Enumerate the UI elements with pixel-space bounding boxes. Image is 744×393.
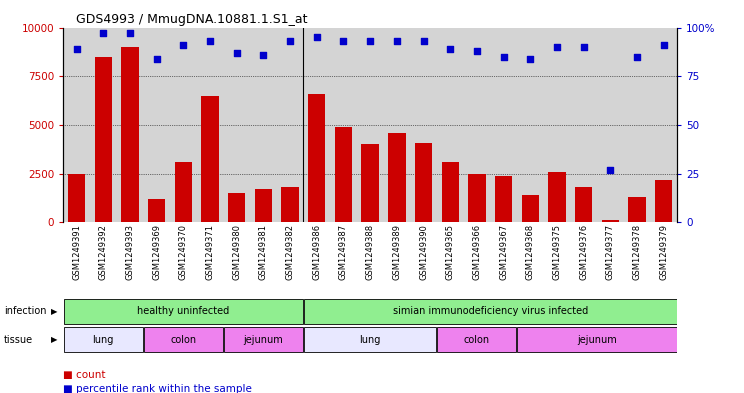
Text: lung: lung	[359, 334, 381, 345]
Bar	[468, 174, 486, 222]
Bar	[254, 189, 272, 222]
Text: ■ percentile rank within the sample: ■ percentile rank within the sample	[63, 384, 252, 393]
Text: lung: lung	[92, 334, 114, 345]
Point	[151, 55, 163, 62]
Bar	[388, 133, 405, 222]
Bar	[362, 145, 379, 222]
Point	[284, 38, 296, 44]
Text: healthy uninfected: healthy uninfected	[137, 306, 229, 316]
Point	[417, 38, 429, 44]
Bar	[64, 327, 143, 352]
Point	[231, 50, 243, 56]
Bar	[228, 193, 246, 222]
Point	[658, 42, 670, 48]
Text: colon: colon	[170, 334, 196, 345]
Point	[257, 51, 269, 58]
Text: tissue: tissue	[4, 334, 33, 345]
Bar	[518, 327, 676, 352]
Bar	[415, 143, 432, 222]
Bar	[144, 327, 223, 352]
Point	[631, 53, 643, 60]
Bar	[441, 162, 459, 222]
Bar	[308, 94, 325, 222]
Bar	[224, 327, 303, 352]
Bar	[202, 96, 219, 222]
Bar	[655, 180, 673, 222]
Point	[71, 46, 83, 52]
Point	[338, 38, 350, 44]
Bar	[121, 47, 138, 222]
Bar	[304, 299, 676, 324]
Text: simian immunodeficiency virus infected: simian immunodeficiency virus infected	[393, 306, 588, 316]
Bar	[304, 327, 436, 352]
Text: ■ count: ■ count	[63, 370, 106, 380]
Text: colon: colon	[464, 334, 490, 345]
Bar	[495, 176, 513, 222]
Bar	[64, 299, 303, 324]
Point	[177, 42, 189, 48]
Bar	[629, 197, 646, 222]
Point	[525, 55, 536, 62]
Point	[391, 38, 403, 44]
Point	[498, 53, 510, 60]
Point	[365, 38, 376, 44]
Text: jejunum: jejunum	[577, 334, 617, 345]
Bar	[281, 187, 299, 222]
Text: infection: infection	[4, 306, 46, 316]
Text: ▶: ▶	[51, 307, 57, 316]
Point	[444, 46, 456, 52]
Point	[124, 30, 136, 37]
Bar	[522, 195, 539, 222]
Bar	[335, 127, 352, 222]
Point	[551, 44, 563, 50]
Bar	[175, 162, 192, 222]
Point	[604, 167, 616, 173]
Point	[311, 34, 323, 40]
Text: ▶: ▶	[51, 335, 57, 344]
Bar	[94, 57, 112, 222]
Text: GDS4993 / MmugDNA.10881.1.S1_at: GDS4993 / MmugDNA.10881.1.S1_at	[76, 13, 307, 26]
Text: jejunum: jejunum	[243, 334, 283, 345]
Point	[97, 30, 109, 37]
Bar	[575, 187, 592, 222]
Bar	[68, 174, 86, 222]
Bar	[437, 327, 516, 352]
Bar	[548, 172, 565, 222]
Point	[577, 44, 589, 50]
Point	[204, 38, 216, 44]
Bar	[148, 199, 165, 222]
Bar	[602, 220, 619, 222]
Point	[471, 48, 483, 54]
